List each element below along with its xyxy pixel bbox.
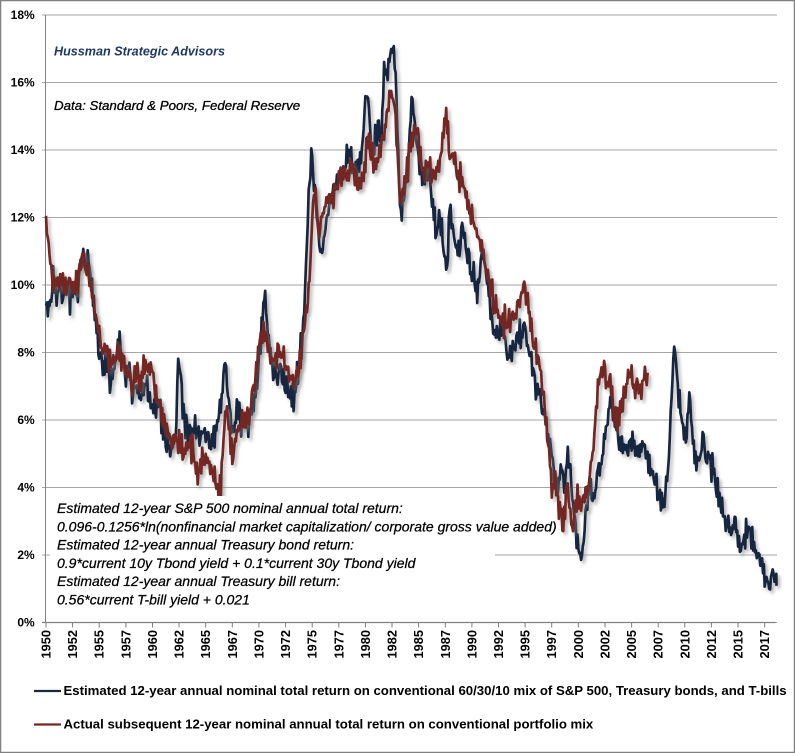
svg-text:2017: 2017: [757, 630, 772, 658]
svg-text:1990: 1990: [464, 630, 479, 658]
svg-text:Data: Standard & Poors, Federa: Data: Standard & Poors, Federal Reserve: [54, 98, 300, 113]
svg-text:1992: 1992: [491, 630, 506, 658]
svg-text:2000: 2000: [571, 630, 586, 658]
svg-text:1970: 1970: [251, 630, 266, 658]
svg-text:Estimated 12-year annual Treas: Estimated 12-year annual Treasury bond r…: [57, 537, 354, 553]
svg-text:0.9*current 10y Tbond yield +: 0.9*current 10y Tbond yield + 0.1*curren…: [57, 555, 417, 571]
svg-text:Hussman Strategic Advisors: Hussman Strategic Advisors: [54, 45, 225, 59]
svg-text:1950: 1950: [39, 630, 54, 658]
svg-text:1960: 1960: [145, 630, 160, 658]
svg-text:1977: 1977: [331, 630, 346, 658]
svg-text:2005: 2005: [624, 630, 639, 658]
svg-text:2015: 2015: [731, 630, 746, 658]
svg-text:4%: 4%: [17, 481, 35, 495]
svg-text:12%: 12%: [11, 211, 35, 225]
svg-text:1972: 1972: [278, 630, 293, 658]
svg-text:1995: 1995: [518, 630, 533, 658]
svg-text:1987: 1987: [438, 630, 453, 658]
svg-text:0%: 0%: [17, 616, 35, 630]
svg-text:0.56*current T-bill yield + 0.: 0.56*current T-bill yield + 0.021: [57, 592, 250, 608]
svg-text:1967: 1967: [225, 630, 240, 658]
svg-text:6%: 6%: [17, 413, 35, 427]
svg-text:2010: 2010: [677, 630, 692, 658]
svg-text:1975: 1975: [305, 630, 320, 658]
svg-text:1980: 1980: [358, 630, 373, 658]
svg-text:Actual subsequent 12-year nomi: Actual subsequent 12-year nominal annual…: [64, 716, 594, 731]
svg-text:1962: 1962: [172, 630, 187, 658]
svg-text:16%: 16%: [11, 76, 35, 90]
svg-text:Estimated 12-year annual Treas: Estimated 12-year annual Treasury bill r…: [57, 573, 340, 589]
svg-text:Estimated 12-year annual nomin: Estimated 12-year annual nominal total r…: [64, 683, 787, 698]
svg-text:1965: 1965: [198, 630, 213, 658]
svg-text:0.096-0.1256*ln(nonfinancial m: 0.096-0.1256*ln(nonfinancial market capi…: [57, 518, 557, 534]
svg-text:8%: 8%: [17, 346, 35, 360]
svg-text:1952: 1952: [65, 630, 80, 658]
svg-text:1955: 1955: [92, 630, 107, 658]
svg-text:Estimated 12-year S&P 500 nom: Estimated 12-year S&P 500 nominal annual…: [57, 500, 403, 516]
svg-text:18%: 18%: [11, 8, 35, 22]
svg-text:1985: 1985: [411, 630, 426, 658]
svg-text:1982: 1982: [385, 630, 400, 658]
svg-text:2012: 2012: [704, 630, 719, 658]
svg-text:1957: 1957: [118, 630, 133, 658]
svg-text:2%: 2%: [17, 548, 35, 562]
svg-text:14%: 14%: [11, 143, 35, 157]
svg-text:2007: 2007: [651, 630, 666, 658]
svg-text:1997: 1997: [544, 630, 559, 658]
svg-text:2002: 2002: [598, 630, 613, 658]
svg-text:10%: 10%: [11, 278, 35, 292]
